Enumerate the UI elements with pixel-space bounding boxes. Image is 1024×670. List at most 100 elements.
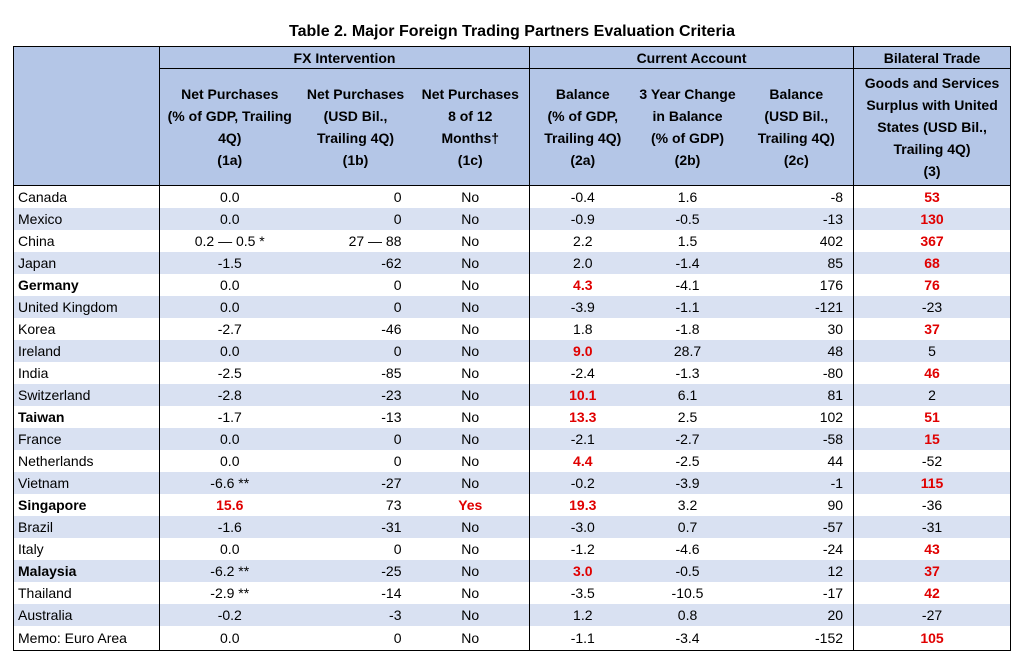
value-cell-c2b: -10.5: [635, 582, 740, 604]
value-cell-c2b: -3.4: [635, 626, 740, 651]
value-cell-c2a: 13.3: [529, 406, 636, 428]
table-row: Singapore 15.6 73 Yes 19.3 3.2 90 -36: [13, 494, 1011, 516]
value-cell-c3: 53: [853, 185, 1011, 208]
value-cell-c1a: -0.2: [159, 604, 300, 626]
col-header-1b: Net Purchases (USD Bil., Trailing 4Q) (1b): [299, 68, 412, 186]
value-cell-c3: -31: [853, 516, 1011, 538]
col-header-line: (3): [923, 163, 941, 179]
country-cell: Switzerland: [13, 384, 160, 406]
value-cell-c2c: 85: [739, 252, 855, 274]
col-header-line: (USD Bil.,: [323, 108, 388, 124]
col-header-line: (1b): [342, 152, 369, 168]
country-cell: Mexico: [13, 208, 160, 230]
value-cell-c2c: 48: [739, 340, 855, 362]
value-cell-c1c: No: [411, 185, 531, 208]
country-cell: Canada: [13, 185, 160, 208]
value-cell-c1c: No: [411, 626, 531, 651]
value-cell-c2a: -2.1: [529, 428, 636, 450]
value-cell-c1a: 0.0: [159, 626, 300, 651]
col-header-line: (% of GDP,: [547, 108, 619, 124]
value-cell-c1b: 27 — 88: [299, 230, 412, 252]
value-cell-c1c: No: [411, 472, 531, 494]
value-cell-c3: 5: [853, 340, 1011, 362]
value-cell-c1a: -2.9 **: [159, 582, 300, 604]
table-row: Memo: Euro Area 0.0 0 No -1.1 -3.4 -152 105: [13, 626, 1011, 651]
col-header-1c: Net Purchases 8 of 12 Months† (1c): [411, 68, 531, 186]
table-body: Canada 0.0 0 No -0.4 1.6 -8 53 Mexico 0.0 0 No -0.9-…: [13, 185, 1011, 651]
value-cell-c3: 130: [853, 208, 1011, 230]
country-cell: Ireland: [13, 340, 160, 362]
country-cell: Vietnam: [13, 472, 160, 494]
value-cell-c1a: -2.5: [159, 362, 300, 384]
table-row: France 0.0 0 No -2.1 -2.7 -58 15: [13, 428, 1011, 450]
col-header-line: Goods and Services: [864, 75, 1000, 91]
col-header-line: Trailing 4Q): [757, 130, 835, 146]
table-row: Ireland 0.0 0 No 9.0 28.7 48 5: [13, 340, 1011, 362]
value-cell-c3: 115: [853, 472, 1011, 494]
value-cell-c1a: -1.6: [159, 516, 300, 538]
value-cell-c3: 37: [853, 560, 1011, 582]
col-header-line: (USD Bil.,: [764, 108, 829, 124]
table-row: Switzerland -2.8 -23 No 10.1 6.1 81 2: [13, 384, 1011, 406]
value-cell-c2a: -0.4: [529, 185, 636, 208]
col-header-2c: Balance (USD Bil., Trailing 4Q) (2c): [739, 68, 855, 186]
value-cell-c2a: -1.1: [529, 626, 636, 651]
col-header-line: 3 Year Change: [639, 86, 736, 102]
value-cell-c3: 2: [853, 384, 1011, 406]
table-row: Thailand -2.9 ** -14 No -3.5 -10.5 -17 42: [13, 582, 1011, 604]
table-row: Korea -2.7 -46 No 1.8 -1.8 30 37: [13, 318, 1011, 340]
col-header-line: Net Purchases: [306, 86, 405, 102]
value-cell-c2c: 402: [739, 230, 855, 252]
value-cell-c3: 367: [853, 230, 1011, 252]
value-cell-c1a: 0.0: [159, 428, 300, 450]
value-cell-c1a: 0.0: [159, 340, 300, 362]
value-cell-c1b: 0: [299, 538, 412, 560]
value-cell-c3: 42: [853, 582, 1011, 604]
country-cell: Netherlands: [13, 450, 160, 472]
value-cell-c1b: -13: [299, 406, 412, 428]
col-header-3: Goods and Services Surplus with United Sta…: [853, 68, 1011, 186]
table-row: United Kingdom 0.0 0 No -3.9 -1.1 -121 -23: [13, 296, 1011, 318]
value-cell-c1a: -6.6 **: [159, 472, 300, 494]
group-fx-intervention: FX Intervention: [159, 46, 531, 69]
value-cell-c2a: 1.2: [529, 604, 636, 626]
value-cell-c1c: No: [411, 318, 531, 340]
value-cell-c2a: -0.2: [529, 472, 636, 494]
value-cell-c2c: -57: [739, 516, 855, 538]
value-cell-c3: -27: [853, 604, 1011, 626]
value-cell-c1a: 0.2 — 0.5 *: [159, 230, 300, 252]
value-cell-c2c: 176: [739, 274, 855, 296]
value-cell-c2a: -3.9: [529, 296, 636, 318]
country-cell: Thailand: [13, 582, 160, 604]
value-cell-c2c: 12: [739, 560, 855, 582]
col-header-line: Trailing 4Q): [893, 141, 971, 157]
value-cell-c2c: -13: [739, 208, 855, 230]
col-header-2a: Balance (% of GDP, Trailing 4Q) (2a): [529, 68, 636, 186]
col-header-line: 8 of 12: [448, 108, 493, 124]
value-cell-c2c: -152: [739, 626, 855, 651]
col-header-line: (1c): [457, 152, 483, 168]
value-cell-c1c: No: [411, 230, 531, 252]
col-header-line: Trailing 4Q): [544, 130, 622, 146]
value-cell-c1b: 73: [299, 494, 412, 516]
value-cell-c1c: No: [411, 516, 531, 538]
value-cell-c1b: -62: [299, 252, 412, 274]
group-current-account: Current Account: [529, 46, 855, 69]
value-cell-c2c: 102: [739, 406, 855, 428]
value-cell-c1b: 0: [299, 626, 412, 651]
table-row: Mexico 0.0 0 No -0.9 -0.5 -13 130: [13, 208, 1011, 230]
value-cell-c3: 105: [853, 626, 1011, 651]
col-header-line: (1a): [217, 152, 243, 168]
value-cell-c2b: 6.1: [635, 384, 740, 406]
value-cell-c2c: -17: [739, 582, 855, 604]
value-cell-c2a: -3.0: [529, 516, 636, 538]
col-header-line: (% of GDP): [650, 130, 725, 146]
value-cell-c3: -36: [853, 494, 1011, 516]
value-cell-c2c: -121: [739, 296, 855, 318]
value-cell-c2b: -3.9: [635, 472, 740, 494]
value-cell-c1a: -6.2 **: [159, 560, 300, 582]
col-header-line: Net Purchases: [181, 86, 279, 102]
col-header-line: in Balance: [652, 108, 723, 124]
value-cell-c2c: -8: [739, 185, 855, 208]
